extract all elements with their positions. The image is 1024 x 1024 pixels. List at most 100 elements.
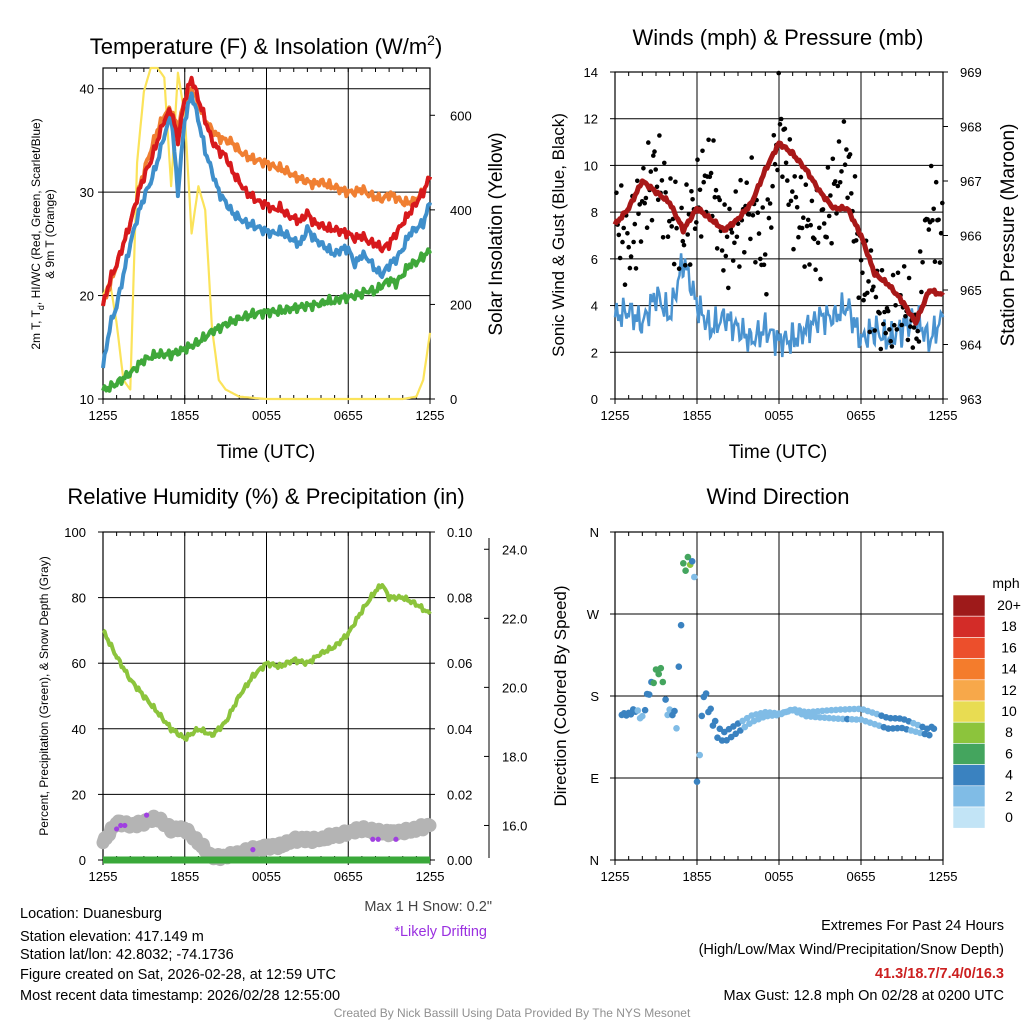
winds-gust-point: [766, 215, 772, 221]
winds-gust-point: [813, 267, 818, 273]
rh-y2tick-label: 0.10: [447, 525, 472, 540]
winds-gust-point: [746, 212, 752, 217]
winds-gust-point: [643, 195, 649, 201]
winds-xtick-label: 0055: [765, 408, 794, 423]
winds-gust-point: [776, 70, 781, 76]
temp-series-4: [102, 66, 432, 401]
winds-gust-point: [861, 297, 866, 303]
legend-swatch: [952, 764, 986, 787]
winds-y2tick-label: 969: [960, 65, 982, 80]
winds-gust-point: [885, 308, 891, 314]
temp-y2tick-label: 600: [450, 108, 472, 123]
winds-gust-point: [667, 218, 672, 224]
winds-gust-point: [764, 292, 769, 297]
winds-gust-point: [760, 205, 765, 210]
dir-point: [684, 553, 692, 561]
legend-swatch: [952, 743, 986, 765]
dir-point: [645, 691, 653, 698]
winds-gust-point: [775, 167, 780, 173]
winds-gust-point: [856, 295, 861, 301]
legend-label: 4: [1005, 767, 1013, 783]
dir-point: [650, 679, 657, 687]
winds-gust-point: [933, 179, 939, 185]
winds-gust-point: [622, 282, 628, 288]
direction-title: Wind Direction: [706, 484, 849, 509]
temperature-ylabel-left: 2m T, Td, HI/WC (Red, Green, Scarlet/Blu…: [29, 118, 46, 349]
legend-swatch: [952, 679, 986, 702]
winds-ylabel-left: Sonic Wind & Gust (Blue, Black): [549, 113, 568, 357]
temp-xtick-label: 1855: [170, 408, 199, 423]
winds-gust-point: [780, 174, 785, 179]
rh-ytick-label: 100: [64, 525, 86, 540]
winds-gust-point: [614, 190, 619, 196]
dir-point: [657, 664, 665, 672]
winds-gust-point: [798, 174, 804, 180]
temp-xtick-label: 1255: [416, 408, 445, 423]
winds-gust-point: [901, 264, 907, 269]
winds-gust-point: [910, 345, 916, 350]
winds-gust-point: [842, 162, 848, 167]
legend-label: 20+: [997, 597, 1021, 613]
winds-gust-point: [821, 221, 827, 226]
direction-ylabel: Direction (Colored By Speed): [551, 585, 570, 806]
winds-gust-point: [803, 182, 809, 187]
winds-gust-point: [655, 197, 661, 203]
winds-gust-point: [905, 337, 911, 343]
rh-humidity-line: [101, 583, 432, 742]
winds-gust-point: [620, 239, 625, 245]
rh-xtick-label: 1255: [89, 869, 118, 884]
winds-gust-point: [701, 179, 706, 185]
winds-gust-point: [852, 174, 858, 179]
legend-title: mph: [992, 575, 1019, 591]
winds-gust-point: [772, 161, 778, 167]
rh-ytick-label: 60: [72, 656, 86, 671]
rh-y3tick-label: 18.0: [502, 749, 527, 764]
dir-point: [930, 725, 938, 732]
dir-xtick-label: 1255: [601, 869, 630, 884]
winds-gust-point: [722, 202, 727, 207]
winds-gust-point: [865, 290, 870, 296]
winds-gust-point: [665, 234, 671, 239]
winds-gust-point: [837, 180, 843, 185]
winds-gust-point: [636, 211, 641, 217]
winds-gust-point: [633, 266, 639, 271]
winds-gust-point: [778, 116, 784, 122]
winds-gust-point: [748, 236, 753, 242]
winds-title: Winds (mph) & Pressure (mb): [633, 25, 924, 50]
winds-y2tick-label: 965: [960, 283, 982, 298]
winds-gust-point: [712, 194, 718, 200]
legend-swatch: [952, 658, 986, 681]
winds-gust-point: [742, 250, 747, 255]
legend-label: 8: [1005, 724, 1013, 740]
rh-y3tick-label: 24.0: [502, 542, 527, 557]
winds-gust-point: [631, 239, 636, 245]
legend-swatch: [952, 594, 986, 617]
winds-gust-point: [903, 314, 908, 319]
dir-point: [702, 690, 710, 697]
rh-ytick-label: 40: [72, 722, 86, 737]
rh-xtick-label: 1255: [416, 869, 445, 884]
winds-gust-point: [695, 157, 700, 162]
winds-gust-point: [674, 225, 679, 231]
winds-gust-point: [711, 138, 716, 143]
dir-point: [639, 712, 646, 720]
legend-swatch: [952, 700, 986, 723]
winds-panel: 1255 1855 0055 0655 125502468101214963964965…: [584, 65, 982, 423]
winds-gust-point: [619, 183, 624, 188]
rh-drifting-point: [370, 836, 376, 842]
winds-ytick-label: 0: [591, 392, 598, 407]
dir-point: [741, 723, 749, 731]
winds-gust-point: [680, 238, 686, 244]
dir-point: [662, 696, 669, 703]
dir-point: [664, 711, 671, 719]
winds-gust-point: [887, 327, 892, 332]
winds-gust-point: [671, 261, 677, 267]
temp-series-3: [101, 247, 432, 393]
rh-y2tick-label: 0.02: [447, 787, 472, 802]
winds-gust-point: [916, 339, 922, 344]
extremes-values: 41.3/18.7/7.4/0/16.3: [875, 966, 1004, 982]
winds-gust-point: [906, 275, 912, 281]
winds-gust-point: [724, 234, 730, 240]
winds-sonic-line: [613, 253, 945, 358]
